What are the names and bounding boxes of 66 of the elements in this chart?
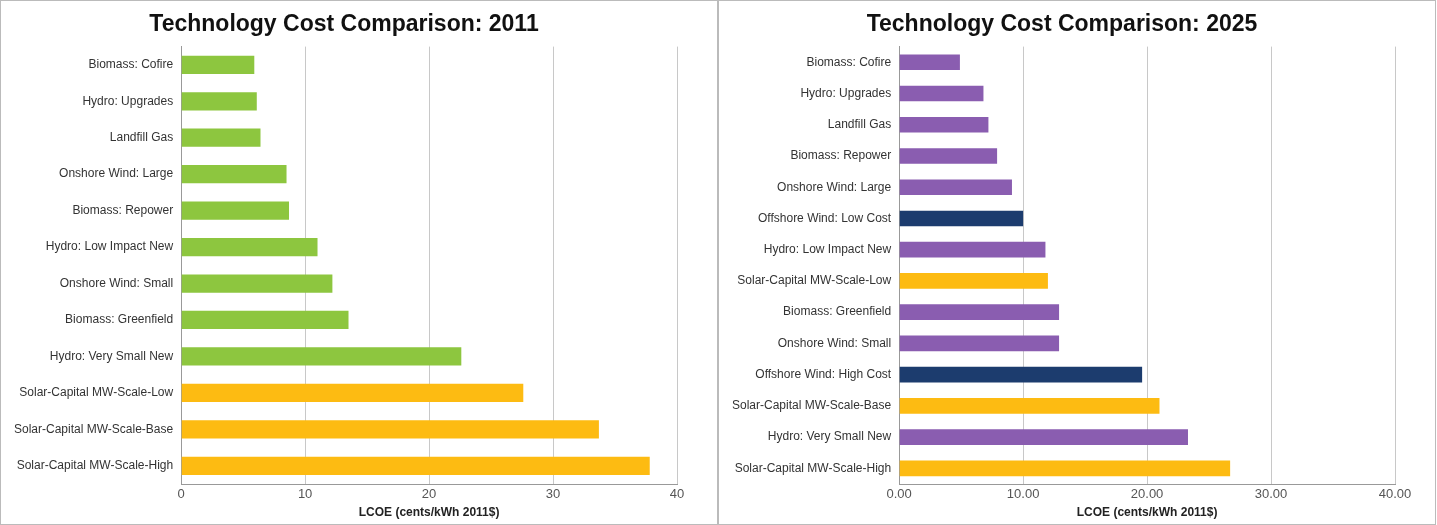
y-tick-label: Offshore Wind: High Cost	[755, 366, 892, 381]
x-tick-label: 30	[545, 486, 561, 502]
chart-title: Technology Cost Comparison: 2011	[149, 10, 539, 37]
y-tick-label: Onshore Wind: Small	[777, 335, 892, 350]
x-tick-label: 40	[669, 486, 685, 502]
bar	[899, 304, 1060, 320]
y-tick-label: Onshore Wind: Small	[59, 275, 174, 290]
y-tick-label: Landfill Gas	[109, 130, 174, 145]
bar	[899, 54, 960, 71]
y-tick-label: Hydro: Upgrades	[82, 93, 174, 108]
x-tick-label: 40.00	[1378, 486, 1412, 502]
y-tick-label: Biomass: Cofire	[806, 54, 892, 69]
bar	[181, 274, 333, 293]
y-tick-label: Solar-Capital MW-Scale-Base	[13, 421, 174, 436]
bar	[181, 237, 318, 257]
x-tick-label: 0	[177, 486, 185, 502]
bar	[899, 241, 1046, 258]
bar	[899, 398, 1160, 414]
y-tick-label: Biomass: Cofire	[88, 57, 174, 72]
bar	[181, 128, 261, 147]
y-tick-label: Biomass: Repower	[72, 202, 174, 217]
y-tick-label: Landfill Gas	[827, 117, 892, 132]
bar	[181, 201, 290, 220]
bar	[899, 460, 1231, 477]
bar	[181, 310, 349, 330]
y-tick-label: Hydro: Very Small New	[49, 348, 174, 363]
x-axis-title: LCOE (cents/kWh 2011$)	[1076, 505, 1218, 520]
bar	[899, 429, 1188, 445]
y-tick-label: Biomass: Greenfield	[65, 312, 174, 327]
bar	[899, 148, 998, 164]
y-tick-label: Solar-Capital MW-Scale-Low	[19, 385, 174, 400]
y-tick-label: Onshore Wind: Large	[59, 166, 174, 181]
y-tick-label: Hydro: Very Small New	[767, 429, 892, 444]
x-tick-label: 20	[421, 486, 437, 502]
y-tick-label: Solar-Capital MW-Scale-High	[16, 458, 174, 473]
bar	[899, 85, 984, 102]
bar	[899, 210, 1024, 227]
x-tick-label: 10	[297, 486, 313, 502]
y-tick-label: Solar-Capital MW-Scale-Low	[737, 273, 892, 288]
y-tick-label: Solar-Capital MW-Scale-High	[734, 460, 892, 475]
x-tick-label: 10.00	[1006, 486, 1040, 502]
bar	[899, 179, 1012, 195]
x-tick-label: 30.00	[1254, 486, 1288, 502]
y-tick-label: Biomass: Repower	[790, 148, 892, 163]
bar	[181, 55, 255, 74]
y-tick-label: Hydro: Low Impact New	[763, 241, 892, 256]
bar	[181, 165, 287, 184]
y-tick-label: Offshore Wind: Low Cost	[757, 210, 892, 225]
x-axis-title: LCOE (cents/kWh 2011$)	[358, 505, 500, 520]
bar	[181, 456, 650, 475]
y-tick-label: Hydro: Upgrades	[800, 85, 892, 100]
bar	[899, 366, 1143, 383]
chart-title: Technology Cost Comparison: 2025	[866, 10, 1258, 37]
x-tick-label: 20.00	[1130, 486, 1164, 502]
y-tick-label: Biomass: Greenfield	[783, 304, 892, 319]
bar	[899, 116, 989, 133]
bar	[181, 420, 599, 439]
bar	[899, 335, 1060, 352]
bar	[181, 347, 462, 366]
x-tick-label: 0.00	[886, 486, 912, 502]
bar	[181, 383, 524, 402]
y-tick-label: Solar-Capital MW-Scale-Base	[731, 398, 892, 413]
y-tick-label: Onshore Wind: Large	[777, 179, 892, 194]
bar	[181, 92, 257, 111]
bar	[899, 273, 1048, 289]
y-tick-label: Hydro: Low Impact New	[45, 239, 174, 254]
